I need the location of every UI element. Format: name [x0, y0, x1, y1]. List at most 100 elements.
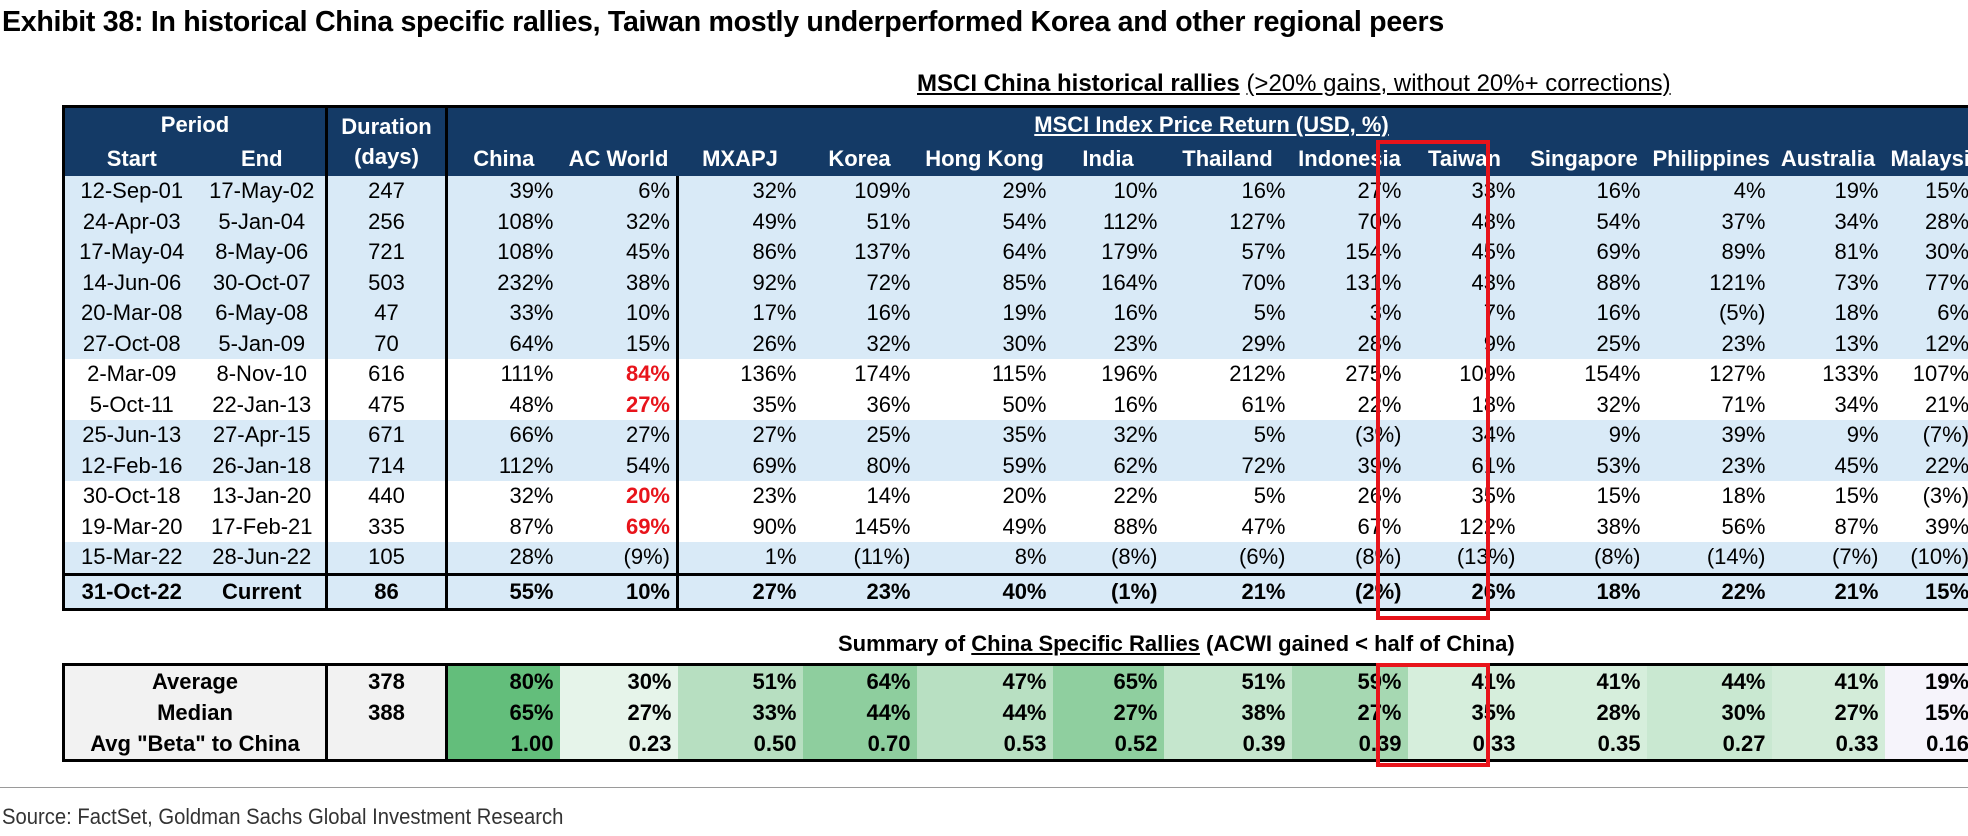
value-cell-philippines: 18% [1721, 483, 1766, 509]
value-cell-ac-world: 32% [559, 206, 678, 237]
value-cell-philippines: 39% [1646, 420, 1772, 451]
value-cell-thailand: 5% [1163, 298, 1292, 329]
value-cell-korea: 137% [802, 237, 917, 268]
duration-cell: 475 [325, 389, 447, 420]
value-cell-korea: 36% [866, 391, 911, 417]
summary-value-india: 65% [1052, 664, 1164, 697]
value-cell-hong-kong: 64% [916, 237, 1053, 268]
table-subtitle: MSCI China historical rallies (>20% gain… [917, 70, 1671, 98]
value-cell-mxapj: 35% [676, 389, 803, 420]
value-cell-malaysia: (3%) [1922, 483, 1968, 509]
table-row: 19-Mar-20 17-Feb-21 335 87% 69% 90% 145% 49% 88%… [64, 511, 1968, 542]
value-cell-thailand: 127% [1163, 206, 1292, 237]
summary-value-taiwan: 41% [1407, 664, 1522, 697]
value-cell-malaysia: 28% [1884, 206, 1968, 237]
value-cell-ac-world: 6% [559, 176, 678, 207]
end-cell: 26-Jan-18 [198, 450, 327, 481]
value-cell-korea: 16% [802, 298, 917, 329]
value-cell-mxapj: 26% [676, 328, 803, 359]
duration-cell: 335 [325, 511, 447, 542]
value-cell-singapore: 69% [1521, 237, 1647, 268]
value-cell-thailand: 61% [1241, 391, 1286, 417]
summary-value-australia: 41% [1771, 664, 1885, 697]
duration-cell: 671 [325, 420, 447, 451]
table-row: 20-Mar-08 6-May-08 47 33% 10% 17% 16% 19% 16% 5% 3… [63, 298, 1968, 329]
value-cell-ac-world: 27% [559, 420, 678, 451]
value-cell-india: 23% [1052, 328, 1164, 359]
summary-value-mxapj: 51% [677, 664, 803, 697]
value-cell-korea: 25% [802, 420, 917, 451]
value-cell-hong-kong: 40% [916, 572, 1053, 609]
value-cell-singapore: 88% [1521, 267, 1647, 298]
value-cell-china: 55% [445, 572, 560, 609]
summary-value-thailand: 51% [1163, 664, 1292, 697]
summary-duration: 378 [325, 664, 447, 697]
value-cell-china: 32% [445, 481, 560, 512]
value-cell-ac-world: 38% [559, 267, 678, 298]
value-cell-hong-kong: 50% [1002, 391, 1047, 417]
value-cell-india: 179% [1052, 237, 1164, 268]
market-header-china: China [445, 142, 560, 176]
end-cell: 8-May-06 [198, 237, 327, 268]
value-cell-taiwan: 61% [1407, 450, 1522, 481]
table-row: 30-Oct-18 13-Jan-20 440 32% 20% 23% 14% 20% 22% 5… [64, 481, 1968, 512]
end-cell: 22-Jan-13 [212, 391, 312, 417]
value-cell-taiwan: 35% [1471, 483, 1516, 509]
value-cell-singapore: 16% [1521, 176, 1647, 207]
value-cell-malaysia: 15% [1884, 176, 1968, 207]
value-cell-mxapj: 32% [676, 176, 803, 207]
value-cell-taiwan: 48% [1407, 206, 1522, 237]
value-cell-ac-world: (9%) [559, 542, 678, 574]
value-cell-mxapj: 136% [676, 359, 803, 390]
value-cell-korea: 23% [802, 572, 917, 609]
value-cell-hong-kong: 20% [1002, 483, 1047, 509]
value-cell-china: 108% [445, 206, 560, 237]
value-cell-singapore: 15% [1596, 483, 1641, 509]
value-cell-philippines: 23% [1646, 328, 1772, 359]
summary-value-ac-world: 0.23 [559, 728, 678, 761]
value-cell-indonesia: 39% [1291, 450, 1408, 481]
duration-cell: 105 [325, 542, 447, 574]
summary-value-india: 0.52 [1052, 728, 1164, 761]
summary-value-hong-kong: 47% [916, 664, 1053, 697]
summary-value-malaysia: 0.16 [1884, 728, 1968, 761]
duration-cell: 616 [325, 359, 447, 390]
value-cell-thailand: 5% [1253, 483, 1286, 509]
source-divider [0, 787, 1968, 788]
summary-label: Avg "Beta" to China [63, 728, 327, 761]
end-cell: 8-Nov-10 [216, 361, 307, 387]
value-cell-mxapj: 92% [676, 267, 803, 298]
duration-cell: 714 [325, 450, 447, 481]
summary-label: Median [63, 697, 327, 728]
start-cell: 2-Mar-09 [87, 361, 177, 387]
value-cell-australia: 87% [1834, 513, 1879, 539]
value-cell-taiwan: 34% [1407, 420, 1522, 451]
value-cell-australia: 15% [1834, 483, 1879, 509]
end-cell: Current [198, 572, 327, 609]
value-cell-india: 16% [1113, 391, 1158, 417]
summary-value-philippines: 30% [1646, 697, 1772, 728]
source-note: Source: FactSet, Goldman Sachs Global In… [2, 804, 564, 829]
value-cell-hong-kong: 30% [916, 328, 1053, 359]
start-cell: 12-Sep-01 [63, 176, 199, 207]
value-cell-india: 112% [1052, 206, 1164, 237]
value-cell-australia: 34% [1834, 391, 1879, 417]
value-cell-singapore: 9% [1521, 420, 1647, 451]
summary-value-ac-world: 27% [559, 697, 678, 728]
value-cell-singapore: 154% [1584, 361, 1641, 387]
start-cell: 20-Mar-08 [63, 298, 199, 329]
value-cell-india: (1%) [1052, 572, 1164, 609]
value-cell-taiwan: 43% [1407, 267, 1522, 298]
value-cell-indonesia: (2%) [1291, 572, 1408, 609]
value-cell-philippines: 56% [1721, 513, 1766, 539]
value-cell-thailand: 212% [1229, 361, 1286, 387]
start-cell: 25-Jun-13 [63, 420, 199, 451]
value-cell-taiwan: 18% [1471, 391, 1516, 417]
start-cell: 14-Jun-06 [63, 267, 199, 298]
value-cell-philippines: 22% [1646, 572, 1772, 609]
value-cell-india: 88% [1113, 513, 1158, 539]
table-row: 14-Jun-06 30-Oct-07 503 232% 38% 92% 72% 85% 164… [63, 267, 1968, 298]
taiwan-summary-highlight-box [1376, 663, 1490, 767]
start-cell: 27-Oct-08 [63, 328, 199, 359]
value-cell-australia: 73% [1771, 267, 1885, 298]
